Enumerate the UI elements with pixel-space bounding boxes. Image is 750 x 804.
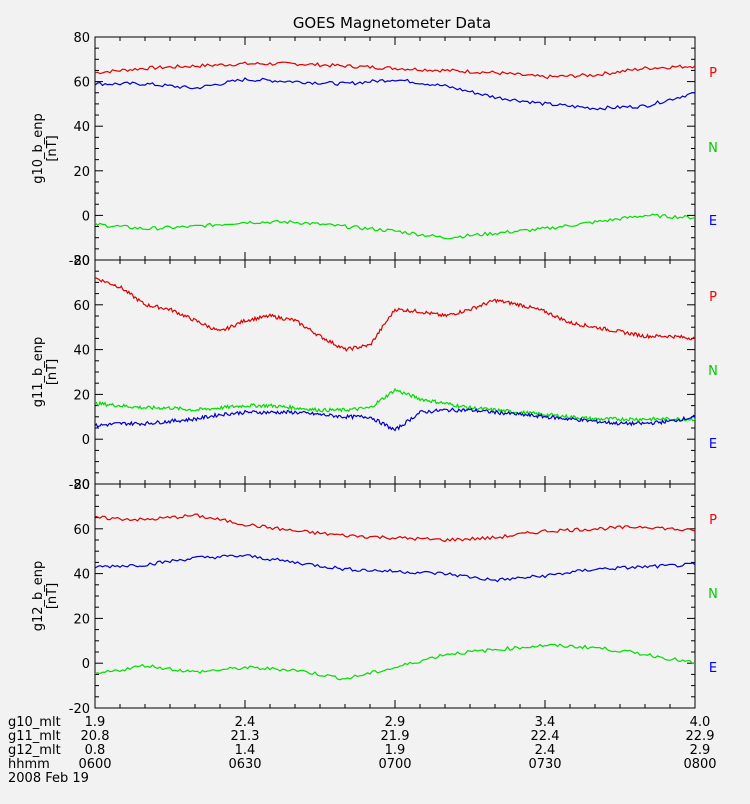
y-tick-label: 80	[73, 31, 90, 46]
footer-value: 22.4	[531, 729, 560, 744]
y-tick-label: 40	[73, 120, 90, 135]
footer-value: 0600	[78, 757, 111, 772]
component-label-N: N	[708, 364, 718, 379]
footer-value: 1.9	[385, 743, 406, 758]
component-label-P: P	[709, 66, 717, 81]
footer-value: 21.3	[231, 729, 260, 744]
component-label-N: N	[708, 587, 718, 602]
series-line-P	[94, 277, 696, 352]
series-line-P	[94, 513, 696, 543]
footer-value: 0630	[228, 757, 261, 772]
component-label-E: E	[709, 214, 717, 229]
panels-group: -20 0 20 40 60 80 g10_b_enp[nT] P N E -20 0 20 40 60 80…	[31, 31, 718, 717]
y-tick-label: 60	[73, 76, 90, 91]
y-tick-label: 60	[73, 299, 90, 314]
series-line-E	[94, 554, 696, 583]
y-tick-label: 80	[73, 478, 90, 493]
footer-value: 0700	[378, 757, 411, 772]
y-tick-label: 60	[73, 523, 90, 538]
footer-value: 1.9	[85, 715, 106, 730]
panel-frame	[94, 259, 696, 485]
series-line-N	[94, 643, 696, 681]
footer-value: 2.4	[535, 743, 556, 758]
component-label-E: E	[709, 437, 717, 452]
series-line-N	[94, 387, 696, 422]
footer-value: 21.9	[381, 729, 410, 744]
series-line-E	[94, 77, 696, 111]
footer-row-label: g11_mlt	[8, 729, 61, 744]
y-tick-label: -20	[69, 478, 90, 493]
y-tick-label: -20	[69, 254, 90, 269]
y-tick-label: 20	[73, 165, 90, 180]
footer-value: 3.4	[535, 715, 556, 730]
footer-value: 2.9	[385, 715, 406, 730]
y-tick-label: 0	[82, 433, 90, 448]
footer-value: 4.0	[690, 715, 711, 730]
y-tick-label: 0	[82, 657, 90, 672]
footer-value: 2.4	[235, 715, 256, 730]
footer-value: 0.8	[85, 743, 106, 758]
component-label-P: P	[709, 290, 717, 305]
series-line-N	[94, 213, 696, 240]
y-tick-label: 80	[73, 254, 90, 269]
y-tick-label: 40	[73, 344, 90, 359]
footer-value: 22.9	[686, 729, 715, 744]
panel-3: -20 0 20 40 60 80 g12_b_enp[nT] P N E	[31, 478, 718, 717]
footer-row-label: g12_mlt	[8, 743, 61, 758]
footer-value: 1.4	[235, 743, 256, 758]
component-label-E: E	[709, 661, 717, 676]
y-tick-label: 20	[73, 388, 90, 403]
y-tick-label: 0	[82, 209, 90, 224]
footer-row-label: hhmm	[8, 757, 50, 772]
series-line-E	[94, 407, 696, 432]
y-tick-label: 40	[73, 568, 90, 583]
footer-value: 0800	[683, 757, 716, 772]
y-axis-label: g12_b_enp[nT]	[31, 561, 60, 632]
footer-date: 2008 Feb 19	[8, 771, 89, 786]
y-axis-label: g11_b_enp[nT]	[31, 337, 60, 408]
series-line-P	[94, 61, 696, 80]
footer-row-label: g10_mlt	[8, 715, 61, 730]
footer-value: 20.8	[81, 729, 110, 744]
component-label-N: N	[708, 141, 718, 156]
component-label-P: P	[709, 513, 717, 528]
chart-title: GOES Magnetometer Data	[293, 14, 491, 32]
y-axis-label: g10_b_enp[nT]	[31, 113, 60, 184]
y-tick-label: -20	[69, 702, 90, 717]
footer-table: g10_mlt 1.9 2.4 2.9 3.4 4.0 g11_mlt 20.8 21.3 21.…	[8, 715, 717, 786]
panel-frame	[94, 483, 696, 709]
panel-2: -20 0 20 40 60 80 g11_b_enp[nT] P N E	[31, 254, 718, 493]
y-tick-label: 20	[73, 612, 90, 627]
footer-value: 2.9	[690, 743, 711, 758]
footer-value: 0730	[528, 757, 561, 772]
panel-1: -20 0 20 40 60 80 g10_b_enp[nT] P N E	[31, 31, 718, 269]
